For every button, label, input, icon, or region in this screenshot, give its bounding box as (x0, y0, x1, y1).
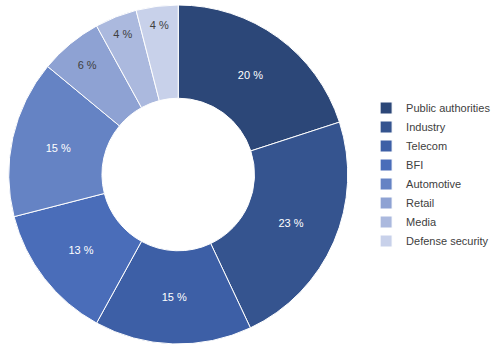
svg-text:4 %: 4 % (150, 19, 169, 31)
svg-text:BFI: BFI (406, 159, 423, 171)
svg-text:Defense security: Defense security (406, 235, 488, 247)
svg-text:Industry: Industry (406, 121, 446, 133)
svg-text:20 %: 20 % (238, 69, 263, 81)
svg-text:Media: Media (406, 216, 437, 228)
svg-text:Retail: Retail (406, 197, 434, 209)
svg-text:23 %: 23 % (278, 217, 303, 229)
svg-text:Public authorities: Public authorities (406, 102, 490, 114)
svg-text:4 %: 4 % (113, 28, 132, 40)
svg-text:15 %: 15 % (46, 142, 71, 154)
svg-text:13 %: 13 % (68, 244, 93, 256)
svg-text:Telecom: Telecom (406, 140, 447, 152)
svg-text:6 %: 6 % (78, 59, 97, 71)
svg-text:15 %: 15 % (162, 291, 187, 303)
svg-text:Automotive: Automotive (406, 178, 461, 190)
